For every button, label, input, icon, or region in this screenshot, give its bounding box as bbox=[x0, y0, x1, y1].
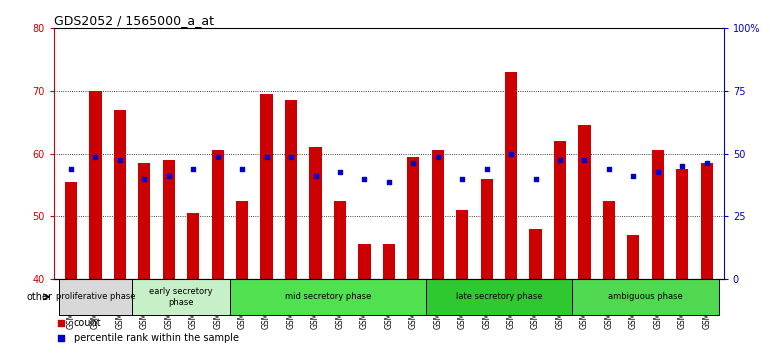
Text: GDS2052 / 1565000_a_at: GDS2052 / 1565000_a_at bbox=[54, 14, 214, 27]
Bar bbox=[212, 150, 224, 279]
Point bbox=[358, 176, 370, 182]
Point bbox=[603, 166, 615, 172]
Point bbox=[554, 157, 566, 163]
Bar bbox=[236, 201, 248, 279]
Point bbox=[55, 335, 67, 341]
Point bbox=[285, 154, 297, 160]
Point bbox=[236, 166, 248, 172]
Point bbox=[480, 166, 493, 172]
Bar bbox=[310, 147, 322, 279]
Point bbox=[138, 176, 150, 182]
Point bbox=[505, 151, 517, 156]
Bar bbox=[230, 279, 426, 315]
Bar bbox=[358, 245, 370, 279]
Point bbox=[333, 170, 346, 175]
Text: late secretory phase: late secretory phase bbox=[456, 292, 542, 301]
Point bbox=[55, 320, 67, 326]
Point bbox=[212, 154, 224, 160]
Bar bbox=[603, 201, 615, 279]
Text: mid secretory phase: mid secretory phase bbox=[285, 292, 371, 301]
Text: ambiguous phase: ambiguous phase bbox=[608, 292, 683, 301]
Bar bbox=[132, 279, 230, 315]
Bar bbox=[530, 229, 541, 279]
Bar bbox=[701, 163, 713, 279]
Bar bbox=[628, 235, 639, 279]
Point bbox=[432, 154, 444, 160]
Bar bbox=[65, 182, 77, 279]
Text: percentile rank within the sample: percentile rank within the sample bbox=[74, 333, 239, 343]
Point bbox=[65, 166, 77, 172]
Text: count: count bbox=[74, 318, 102, 328]
Point bbox=[114, 157, 126, 163]
Bar bbox=[651, 150, 664, 279]
Point bbox=[530, 176, 542, 182]
Bar bbox=[139, 163, 150, 279]
Point bbox=[162, 173, 175, 178]
Point bbox=[676, 163, 688, 169]
Point bbox=[701, 160, 713, 166]
Bar bbox=[480, 179, 493, 279]
Bar bbox=[285, 101, 297, 279]
Bar bbox=[572, 279, 719, 315]
Bar bbox=[676, 169, 688, 279]
Text: other: other bbox=[27, 292, 52, 302]
Bar bbox=[578, 125, 591, 279]
Text: proliferative phase: proliferative phase bbox=[55, 292, 136, 301]
Bar bbox=[383, 245, 395, 279]
Bar bbox=[89, 91, 102, 279]
Bar bbox=[334, 201, 346, 279]
Point bbox=[407, 160, 420, 166]
Bar bbox=[260, 94, 273, 279]
Point bbox=[651, 170, 664, 175]
Point bbox=[383, 179, 395, 185]
Bar bbox=[432, 150, 444, 279]
Bar bbox=[407, 157, 420, 279]
Point bbox=[187, 166, 199, 172]
Text: early secretory
phase: early secretory phase bbox=[149, 287, 213, 307]
Point bbox=[628, 173, 640, 178]
Bar bbox=[554, 141, 566, 279]
Point bbox=[578, 157, 591, 163]
Bar bbox=[505, 72, 517, 279]
Point bbox=[89, 154, 102, 160]
Bar bbox=[456, 210, 468, 279]
Bar bbox=[162, 160, 175, 279]
Point bbox=[456, 176, 468, 182]
Point bbox=[310, 173, 322, 178]
Bar bbox=[59, 279, 132, 315]
Bar bbox=[114, 110, 126, 279]
Bar bbox=[187, 213, 199, 279]
Bar bbox=[426, 279, 572, 315]
Point bbox=[260, 154, 273, 160]
